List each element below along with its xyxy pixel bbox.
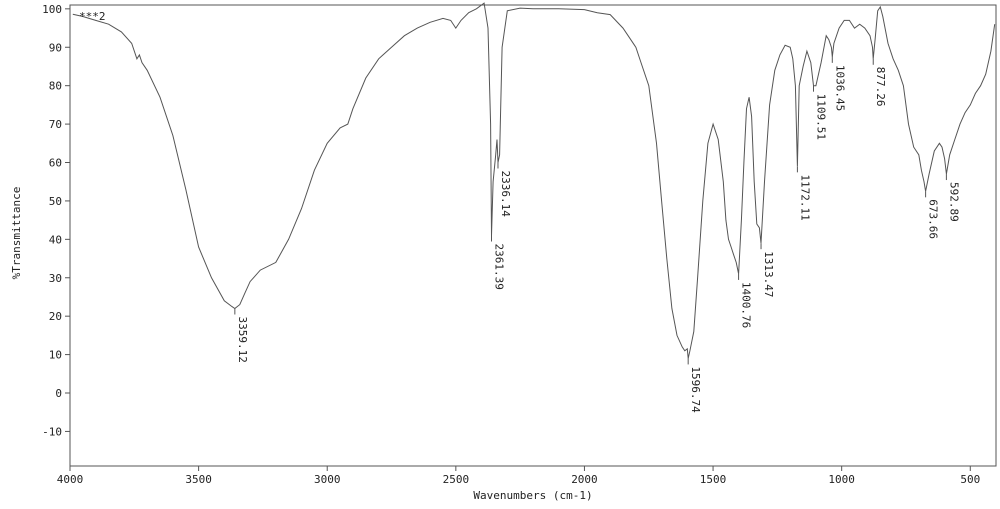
- peak-label: 592.89: [947, 182, 960, 222]
- x-axis-label: Wavenumbers (cm-1): [473, 489, 592, 502]
- x-tick-label: 1000: [828, 473, 855, 486]
- x-tick-label: 3000: [314, 473, 341, 486]
- peak-label: 1036.45: [833, 65, 846, 111]
- y-tick-label: -10: [42, 425, 62, 438]
- y-tick-label: 20: [49, 310, 62, 323]
- y-tick-label: 80: [49, 80, 62, 93]
- x-tick-label: 4000: [57, 473, 84, 486]
- peak-label: 3359.12: [236, 316, 249, 362]
- peak-labels: 3359.12 2361.39 2336.14 1596.74 1400.76 1313.…: [234, 56, 960, 413]
- peak-label: 1313.47: [762, 251, 775, 297]
- x-tick-label: 2000: [571, 473, 598, 486]
- peak-label: 2336.14: [499, 171, 512, 218]
- x-tick-label: 1500: [700, 473, 727, 486]
- y-tick-label: 10: [49, 349, 62, 362]
- y-tick-label: 40: [49, 233, 62, 246]
- plot-frame: [69, 4, 997, 467]
- x-tick-label: 2500: [443, 473, 470, 486]
- peak-label: 1400.76: [740, 282, 753, 328]
- y-tick-label: 60: [49, 157, 62, 170]
- y-tick-label: 30: [49, 272, 62, 285]
- axis-ticks: 4000 3500 3000 2500 2000 1500 1000 500100908070…: [42, 3, 980, 486]
- y-tick-label: 50: [49, 195, 62, 208]
- axes: [69, 4, 997, 467]
- peak-label: 1172.11: [798, 174, 811, 220]
- legend-series-name: ***2: [79, 10, 106, 23]
- peak-label: 673.66: [927, 199, 940, 239]
- peak-label: 2361.39: [492, 244, 505, 290]
- y-tick-label: 70: [49, 118, 62, 131]
- y-tick-label: 100: [42, 3, 62, 16]
- y-tick-label: 0: [55, 387, 62, 400]
- peak-label: 877.26: [874, 67, 887, 107]
- peak-label: 1109.51: [814, 94, 827, 140]
- peak-label: 1596.74: [689, 366, 702, 413]
- x-tick-label: 3500: [185, 473, 212, 486]
- y-tick-label: 90: [49, 41, 62, 54]
- series-layer: [72, 2, 996, 359]
- x-tick-label: 500: [960, 473, 980, 486]
- y-axis-label: %Transmittance: [10, 187, 23, 280]
- spectrum-line: [72, 2, 996, 359]
